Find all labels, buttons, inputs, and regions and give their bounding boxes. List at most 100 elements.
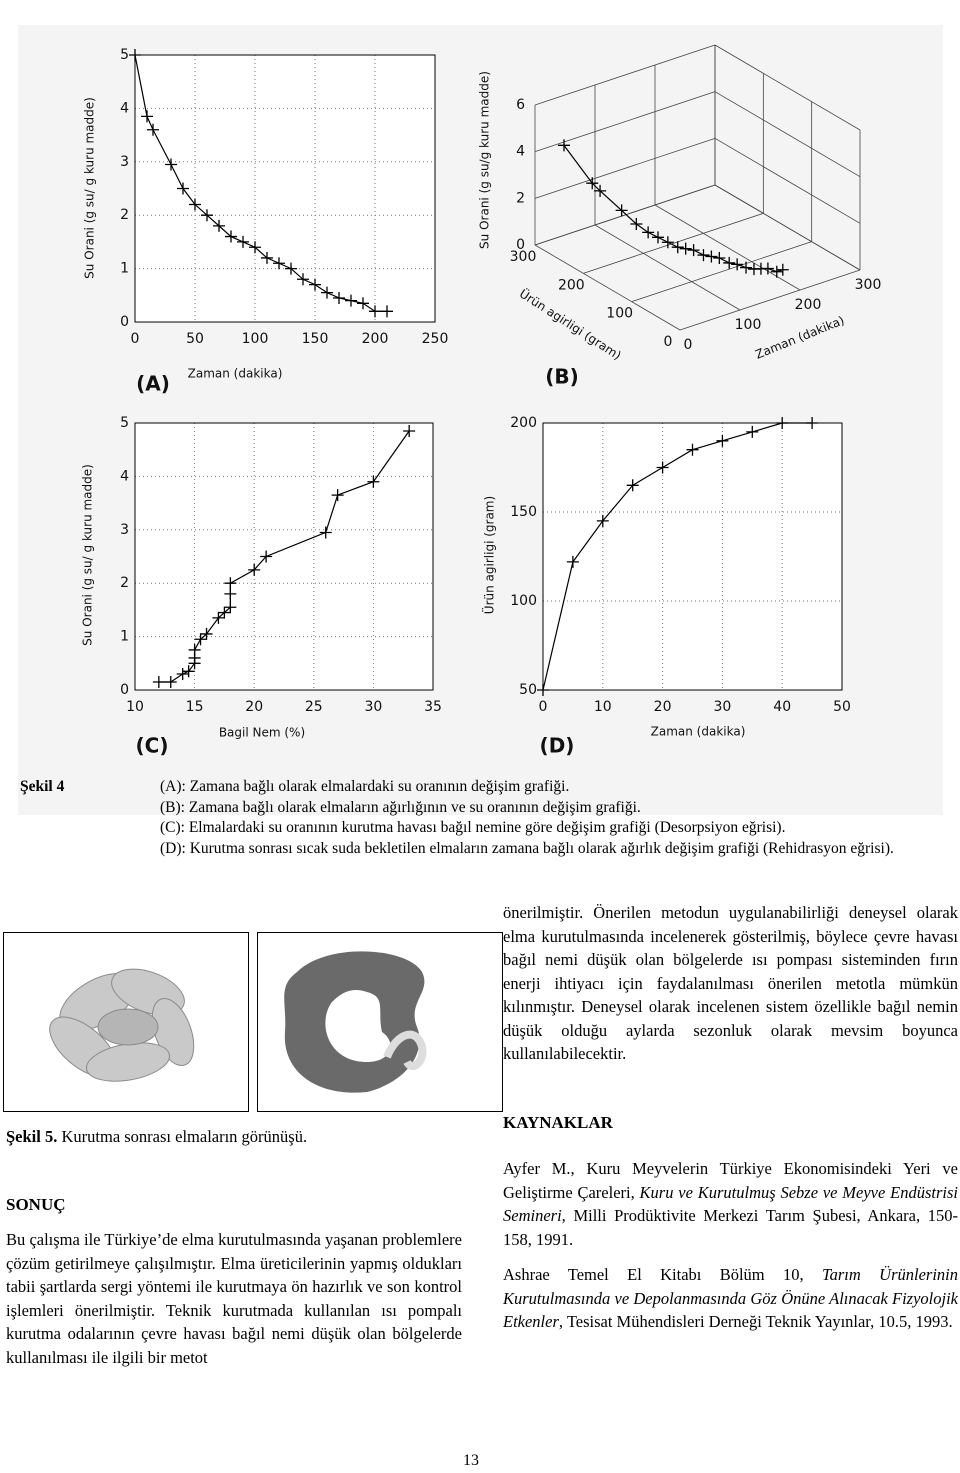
- marker: [661, 236, 674, 249]
- y-tick-label: 3: [120, 522, 129, 538]
- reference-text: , Tesisat Mühendisleri Derneği Teknik Ya…: [558, 1312, 953, 1331]
- x-tick-label: 100: [242, 331, 269, 347]
- caption-item: (D): Kurutma sonrası sıcak suda bekletil…: [160, 839, 894, 857]
- marker: [740, 261, 753, 274]
- photo-rehydrated-slice: [257, 932, 503, 1112]
- marker: [345, 294, 357, 307]
- reference: Ayfer M., Kuru Meyvelerin Türkiye Ekonom…: [503, 1157, 958, 1251]
- x-tick-label: 300: [855, 277, 882, 293]
- y-axis-label: Su Orani (g su/ g kuru madde): [83, 97, 97, 279]
- figure-label: Şekil 4: [20, 778, 65, 795]
- grid-line: [534, 244, 681, 331]
- marker: [177, 182, 189, 195]
- data-line: [158, 430, 410, 683]
- marker: [652, 231, 664, 244]
- y-tick-label: 100: [606, 306, 633, 322]
- y-tick-label: 0: [120, 314, 129, 330]
- reference-text: , Milli Prodüktivite Merkezi Tarım Şubes…: [503, 1206, 958, 1249]
- data-line: [542, 422, 813, 691]
- marker: [194, 633, 207, 646]
- paragraph: önerilmiştir. Önerilen metodun uygulanab…: [503, 903, 958, 1063]
- marker: [596, 514, 609, 527]
- grid-line: [714, 184, 861, 271]
- x-axis-label: Zaman (dakika): [651, 725, 746, 739]
- plot-area: [135, 423, 433, 690]
- reference: Ashrae Temel El Kitabı Bölüm 10, Tarım Ü…: [503, 1263, 958, 1334]
- marker: [671, 241, 684, 254]
- z-axis-label: Su Orani (g su/g kuru madde): [478, 71, 492, 249]
- marker: [566, 555, 579, 568]
- marker: [248, 563, 261, 576]
- marker: [723, 256, 736, 269]
- x-tick-label: 10: [594, 699, 612, 715]
- y-tick-label: 0: [664, 334, 673, 350]
- plot-frame: [134, 54, 436, 323]
- y-tick-label: 5: [120, 47, 129, 63]
- marker: [357, 297, 369, 310]
- y-axis-label: Ürün agirligi (gram): [481, 496, 497, 614]
- grid-line: [534, 91, 716, 153]
- grid-line: [534, 184, 716, 246]
- marker: [189, 198, 201, 211]
- x-tick-label: 20: [245, 699, 263, 715]
- z-tick-label: 2: [516, 190, 525, 206]
- marker: [224, 587, 237, 600]
- x-tick-label: 30: [364, 699, 382, 715]
- marker: [615, 204, 628, 217]
- x-axis-label: Zaman (dakika): [188, 367, 283, 381]
- marker: [141, 110, 153, 123]
- marker: [273, 257, 285, 270]
- plot-frame: [134, 422, 434, 691]
- y-tick-label: 5: [120, 415, 129, 431]
- marker: [225, 230, 237, 243]
- marker: [806, 417, 819, 429]
- y-tick-label: 4: [120, 100, 129, 116]
- y-axis-label: Su Orani (g su/ g kuru madde): [81, 464, 95, 646]
- marker: [594, 184, 607, 197]
- figure-label: Şekil 5.: [6, 1127, 58, 1146]
- caption-item: (A): Zamana bağlı olarak elmalardaki su …: [160, 778, 570, 795]
- marker: [626, 479, 639, 492]
- y-tick-label: 150: [510, 504, 537, 520]
- x-tick-label: 25: [305, 699, 323, 715]
- x-tick-label: 0: [539, 699, 548, 715]
- marker: [770, 265, 783, 278]
- grid-line: [631, 241, 812, 303]
- z-tick-label: 0: [516, 237, 525, 253]
- marker: [687, 244, 700, 257]
- x-tick-label: 200: [795, 297, 822, 313]
- x-tick-label: 50: [186, 331, 204, 347]
- marker: [686, 443, 699, 456]
- y-tick-label: 1: [120, 261, 129, 277]
- grid-line: [714, 137, 861, 224]
- panel-label: (A): [136, 372, 170, 396]
- caption-item: (C): Elmalardaki su oranının kurutma hav…: [160, 819, 786, 836]
- marker: [261, 251, 273, 264]
- marker: [679, 242, 692, 255]
- plot-area: [543, 423, 842, 690]
- marker: [537, 684, 549, 696]
- y-tick-label: 200: [558, 277, 585, 293]
- x-tick-label: 40: [773, 699, 791, 715]
- y-tick-label: 2: [120, 207, 129, 223]
- marker: [182, 665, 195, 678]
- marker: [746, 425, 759, 438]
- marker: [224, 577, 237, 590]
- y-tick-label: 1: [120, 629, 129, 645]
- marker: [147, 123, 159, 136]
- panel-label: (C): [136, 734, 169, 758]
- section-heading: SONUÇ: [6, 1195, 66, 1214]
- marker: [285, 262, 297, 275]
- grid-line: [534, 44, 716, 106]
- marker: [200, 627, 213, 640]
- marker: [381, 305, 393, 318]
- marker: [761, 262, 774, 275]
- caption-item: (B): Zamana bağlı olarak elmaların ağırl…: [160, 798, 641, 816]
- marker: [129, 49, 141, 61]
- marker: [630, 218, 643, 230]
- x-tick-label: 30: [713, 699, 731, 715]
- marker: [224, 601, 237, 614]
- reference-title: Tarım Ürünlerinin Kurutulmasında ve Depo…: [503, 1265, 958, 1331]
- x-tick-label: 250: [422, 331, 449, 347]
